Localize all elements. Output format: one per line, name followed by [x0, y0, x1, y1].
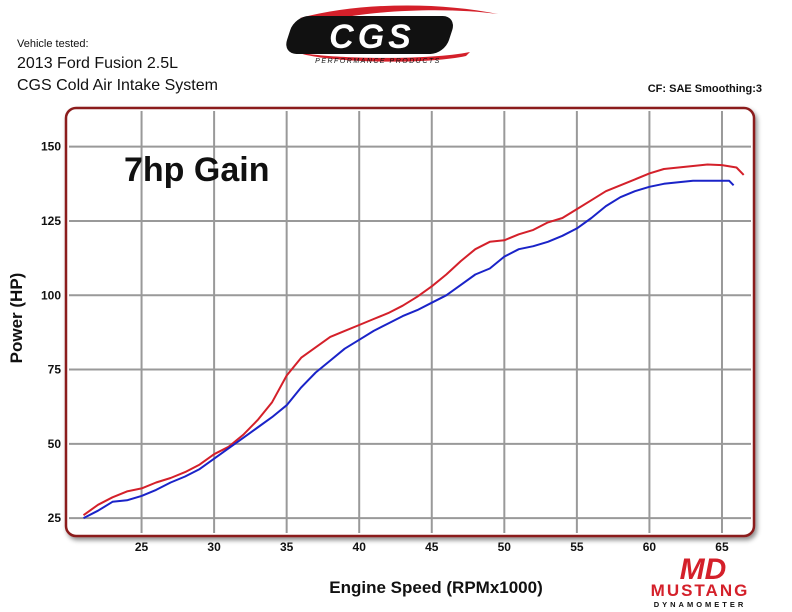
series	[82, 163, 745, 519]
x-tick-30: 30	[207, 540, 221, 554]
tick-labels: 25 30 35 40 45 50 55 60 65 25 50 75 100 125 150	[41, 140, 729, 554]
x-tick-60: 60	[643, 540, 657, 554]
y-tick-75: 75	[48, 363, 62, 377]
x-tick-50: 50	[498, 540, 512, 554]
x-tick-55: 55	[570, 540, 584, 554]
gain-annotation: 7hp Gain	[124, 151, 269, 189]
y-tick-100: 100	[41, 288, 61, 302]
cgs-logo-tagline: PERFORMANCE PRODUCTS	[315, 58, 441, 65]
cgs-logo-text: CGS	[329, 18, 415, 56]
x-tick-25: 25	[135, 540, 149, 554]
series-line-before	[83, 179, 735, 519]
vehicle-caption: Vehicle tested:	[17, 38, 89, 50]
x-tick-65: 65	[715, 540, 729, 554]
mustang-dynamometer-logo: MD MUSTANG DYNAMOMETER	[651, 553, 750, 609]
y-tick-150: 150	[41, 140, 61, 154]
x-tick-40: 40	[353, 540, 367, 554]
md-logo-sub: DYNAMOMETER	[654, 600, 747, 609]
md-logo-name: MUSTANG	[651, 581, 750, 600]
x-tick-35: 35	[280, 540, 294, 554]
y-tick-25: 25	[48, 511, 62, 525]
y-tick-50: 50	[48, 437, 62, 451]
series-line-after	[82, 163, 745, 517]
y-axis-label: Power (HP)	[7, 272, 26, 364]
md-logo-mark: MD	[680, 553, 727, 586]
y-tick-125: 125	[41, 214, 61, 228]
correction-factor: CF: SAE Smoothing:3	[647, 83, 762, 95]
x-axis-label: Engine Speed (RPMx1000)	[329, 578, 543, 597]
plot-frame	[64, 106, 756, 538]
x-tick-45: 45	[425, 540, 439, 554]
cgs-logo: CGS PERFORMANCE PRODUCTS	[286, 5, 498, 65]
vehicle-name: 2013 Ford Fusion 2.5L	[17, 55, 178, 72]
modification-name: CGS Cold Air Intake System	[17, 77, 218, 94]
